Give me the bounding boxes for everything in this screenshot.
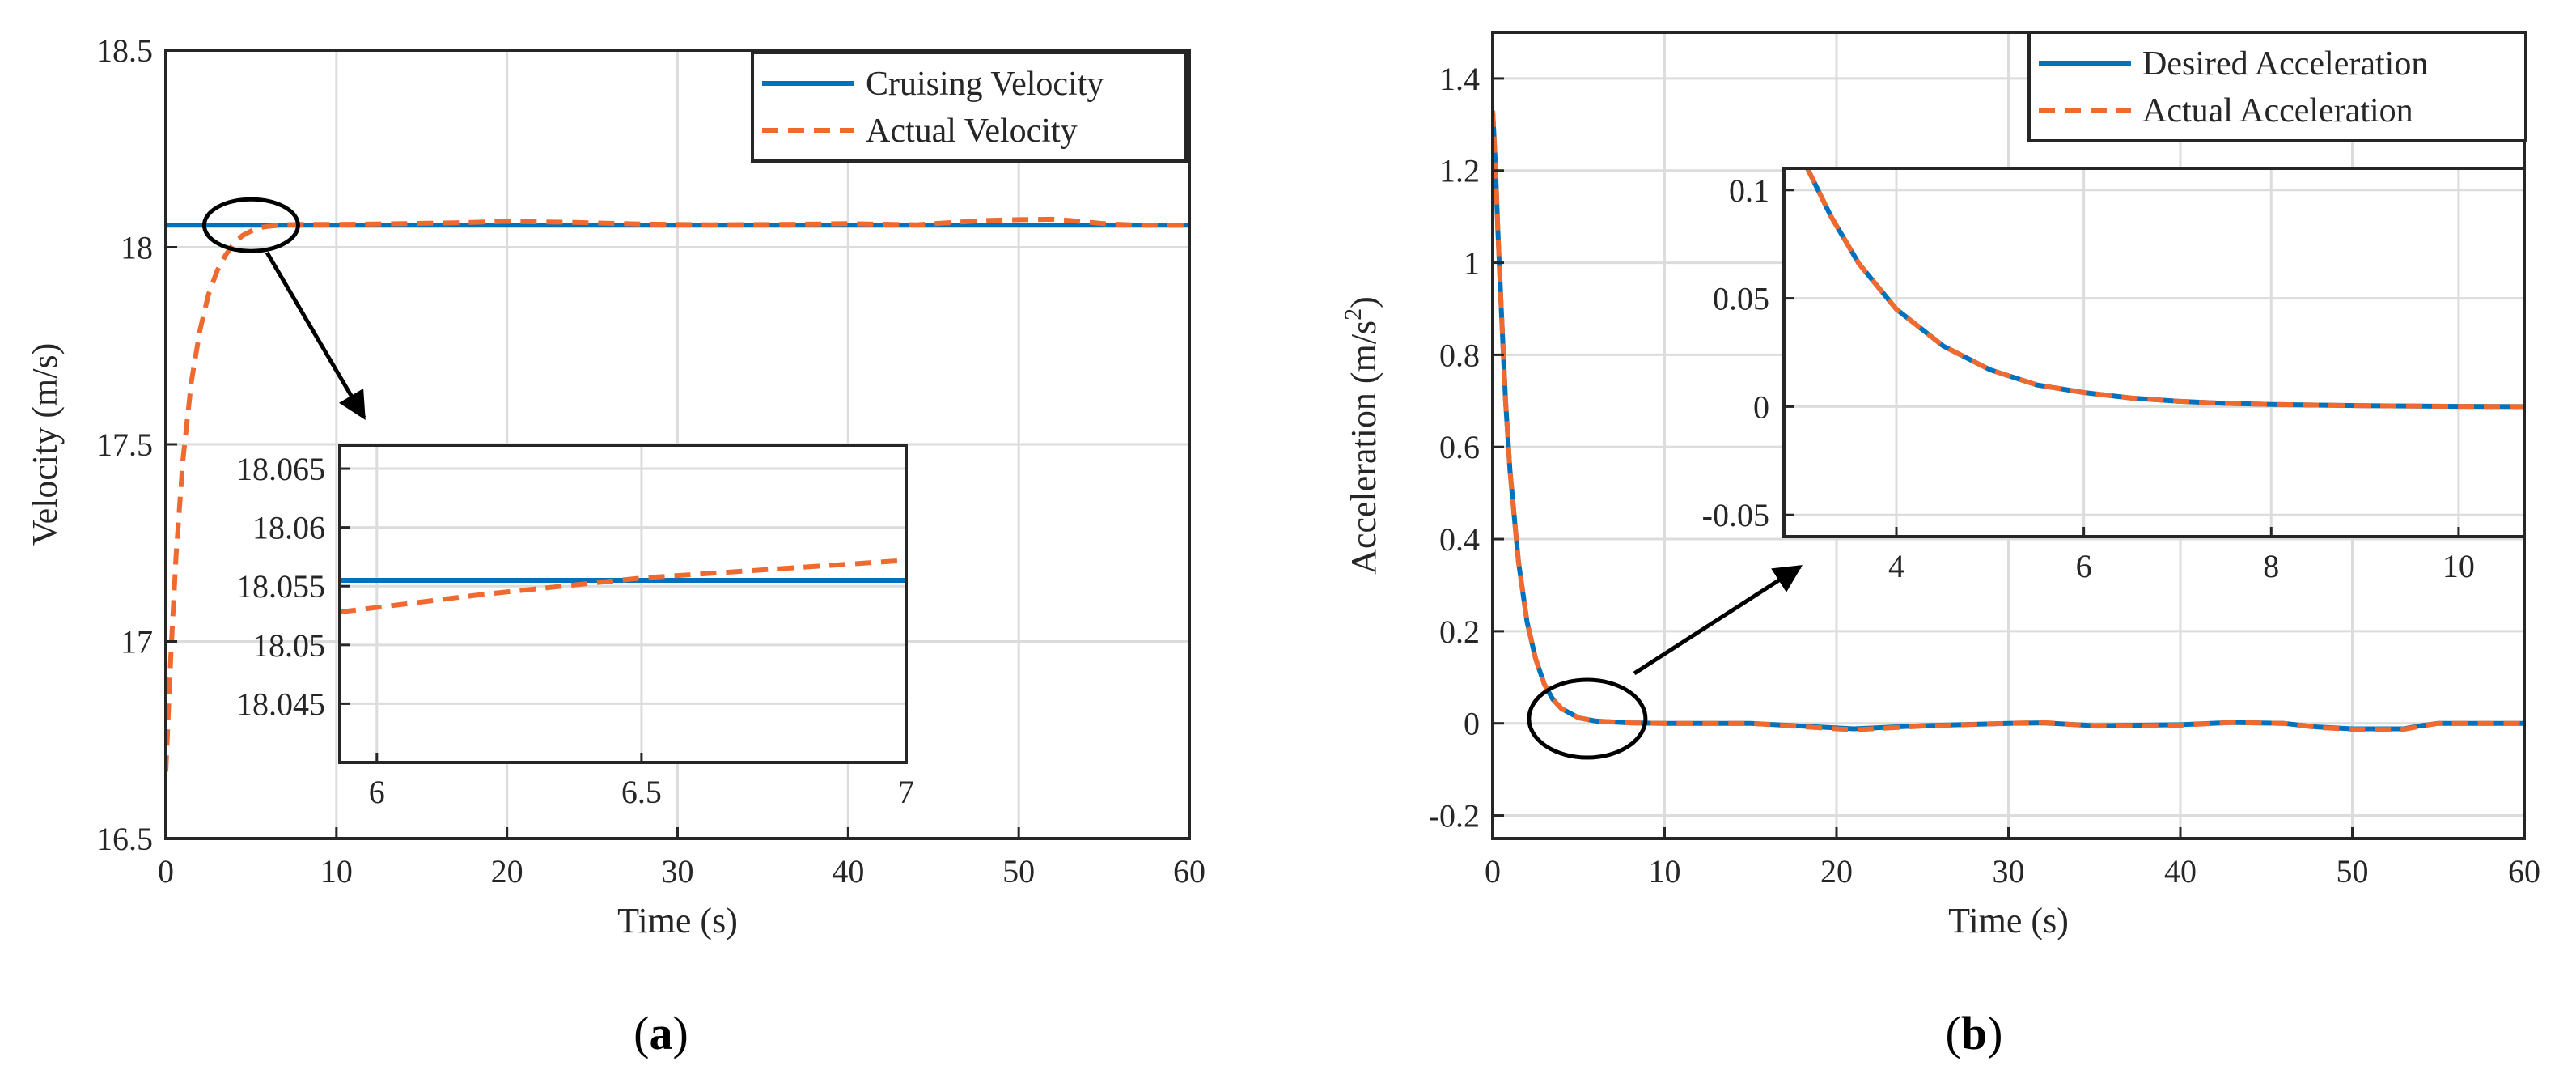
x-tick-label: 0 <box>1485 853 1501 890</box>
x-tick-label: 60 <box>1173 853 1205 890</box>
legend-box <box>751 51 1188 163</box>
y-tick-label: 17.5 <box>96 427 153 463</box>
inset-background <box>340 445 906 762</box>
x-axis-label: Time (s) <box>617 901 738 940</box>
zoom-ellipse <box>1527 677 1648 760</box>
y-tick-label: 0.8 <box>1439 337 1480 373</box>
x-tick-label: 40 <box>832 853 864 890</box>
inset-x-tick-label: 4 <box>1888 548 1904 584</box>
x-tick-label: 50 <box>2337 853 2369 890</box>
inset-x-tick-label: 6 <box>369 774 385 810</box>
x-tick-label: 20 <box>1820 853 1853 890</box>
inset-y-tick-label: -0.05 <box>1702 497 1769 533</box>
inset-y-tick-label: 18.065 <box>236 451 325 487</box>
x-tick-label: 10 <box>320 853 353 890</box>
inset-y-tick-label: 18.055 <box>236 568 325 605</box>
legend: Desired Acceleration Actual Acceleration <box>2027 31 2527 142</box>
inset-series-line-actual-velocity <box>340 558 906 615</box>
zoom-ellipse <box>201 197 300 253</box>
legend-label: Actual Velocity <box>866 113 1078 150</box>
inset-y-tick-label: 0.05 <box>1713 281 1769 317</box>
series-line-actual-velocity <box>166 216 1189 772</box>
y-tick-label: 1.2 <box>1439 153 1480 189</box>
y-tick-label: 1.4 <box>1439 61 1480 97</box>
x-tick-label: 30 <box>662 853 694 890</box>
y-tick-label: 18.5 <box>96 32 153 69</box>
y-tick-label: 16.5 <box>96 821 153 857</box>
inset-a: 6 6.5 7 18.045 18.05 18.055 18.06 18.065 <box>236 444 914 810</box>
inset-x-tick-label: 6.5 <box>621 774 662 810</box>
inset-y-tick-label: 18.05 <box>252 627 325 664</box>
caption-b: (b) <box>1946 1007 2003 1059</box>
y-tick-label: 18 <box>121 230 153 266</box>
y-axis-label: Velocity (m/s) <box>25 343 65 546</box>
zoom-arrow <box>1633 564 1803 676</box>
inset-x-tick-label: 8 <box>2263 548 2279 584</box>
inset-x-tick-label: 10 <box>2443 548 2475 584</box>
legend-label: Actual Acceleration <box>2142 92 2413 130</box>
zoom-arrow <box>265 251 366 421</box>
y-tick-label: 0 <box>1464 706 1480 742</box>
panel-b: 0 10 20 30 40 50 60-0.200.20.40.60.811.21.4Tim… <box>1340 31 2540 940</box>
y-tick-label: 17 <box>121 624 153 660</box>
inset-axes-box <box>338 444 908 764</box>
inset-y-tick-label: 18.045 <box>236 686 325 722</box>
x-tick-label: 10 <box>1649 853 1681 890</box>
inset-axes-box <box>1782 167 2526 538</box>
y-tick-label: 0.4 <box>1439 521 1480 558</box>
x-tick-label: 30 <box>1993 853 2025 890</box>
legend-label: Cruising Velocity <box>866 66 1104 103</box>
inset-y-tick-label: 0.1 <box>1729 172 1769 209</box>
legend-label: Desired Acceleration <box>2142 45 2428 83</box>
inset-b: 4 6 8 10 -0.05 0 0.05 0.1 <box>1702 167 2526 584</box>
x-tick-label: 20 <box>491 853 523 890</box>
inset-x-tick-label: 7 <box>898 774 914 810</box>
caption-a: (a) <box>633 1007 688 1059</box>
inset-y-tick-label: 18.06 <box>252 510 325 546</box>
x-tick-label: 40 <box>2164 853 2197 890</box>
y-tick-label: -0.2 <box>1429 798 1480 834</box>
y-axis-label: Acceleration (m/s2) <box>1340 296 1383 575</box>
x-tick-label: 50 <box>1002 853 1035 890</box>
inset-y-tick-label: 0 <box>1753 389 1769 425</box>
panel-a: 0 10 20 30 40 50 60 16.5 17 17.5 18 18.5 Time (s) Vel… <box>25 32 1205 940</box>
legend-box <box>2027 31 2527 142</box>
legend: Cruising Velocity Actual Velocity <box>751 51 1188 163</box>
series-line-actual-acceleration <box>1493 110 2524 732</box>
y-tick-label: 0.6 <box>1439 429 1480 465</box>
x-tick-label: 60 <box>2508 853 2540 890</box>
x-tick-label: 0 <box>158 853 174 890</box>
y-tick-label: 0.2 <box>1439 614 1480 650</box>
y-tick-label: 1 <box>1464 245 1480 282</box>
inset-x-tick-label: 6 <box>2076 548 2092 584</box>
x-axis-label: Time (s) <box>1948 901 2069 940</box>
inset-background <box>1784 168 2524 537</box>
inset-series-line-actual-acceleration <box>1805 168 2524 410</box>
